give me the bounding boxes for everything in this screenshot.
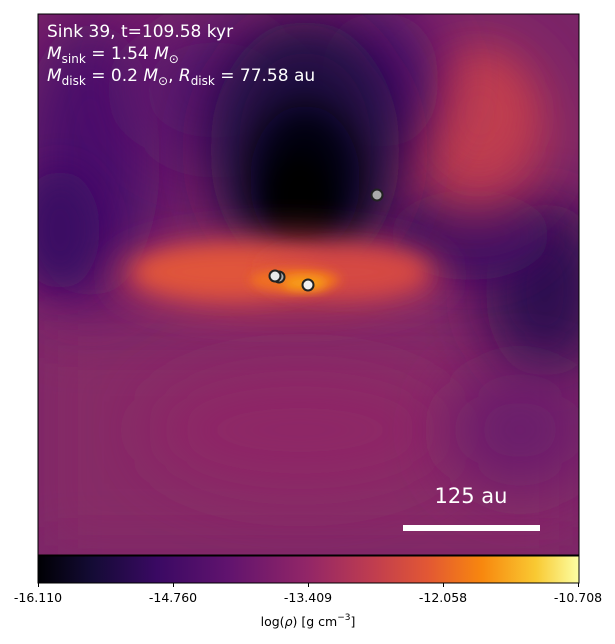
annotation-line2: Msink = 1.54 M⊙	[47, 44, 179, 66]
annotation-line3: Mdisk = 0.2 M⊙, Rdisk = 77.58 au	[47, 66, 315, 88]
colorbar-tick-label: -10.708	[554, 590, 602, 605]
scale-bar-label: 125 au	[435, 484, 508, 508]
colorbar-tick-marks	[38, 583, 579, 587]
sink-marker	[370, 188, 384, 202]
scale-bar-line	[403, 525, 540, 531]
colorbar-label: log(ρ) [g cm−3]	[261, 613, 356, 629]
sink-annotation: Sink 39, t=109.58 kyr Msink = 1.54 M⊙ Md…	[47, 22, 315, 88]
plot-frame	[37, 13, 580, 556]
colorbar-tick-label: -13.409	[284, 590, 332, 605]
colorbar: -16.110 -14.760 -13.409 -12.058 -10.708 …	[14, 555, 602, 629]
sink-marker	[301, 278, 315, 292]
sink-markers	[268, 188, 384, 292]
annotation-line1: Sink 39, t=109.58 kyr	[47, 22, 233, 42]
sink-marker	[268, 269, 282, 283]
scale-bar: 125 au	[403, 484, 540, 531]
colorbar-gradient	[37, 555, 580, 584]
colorbar-tick-label: -16.110	[14, 590, 62, 605]
colorbar-tick-label: -14.760	[149, 590, 197, 605]
colorbar-tick-label: -12.058	[419, 590, 467, 605]
